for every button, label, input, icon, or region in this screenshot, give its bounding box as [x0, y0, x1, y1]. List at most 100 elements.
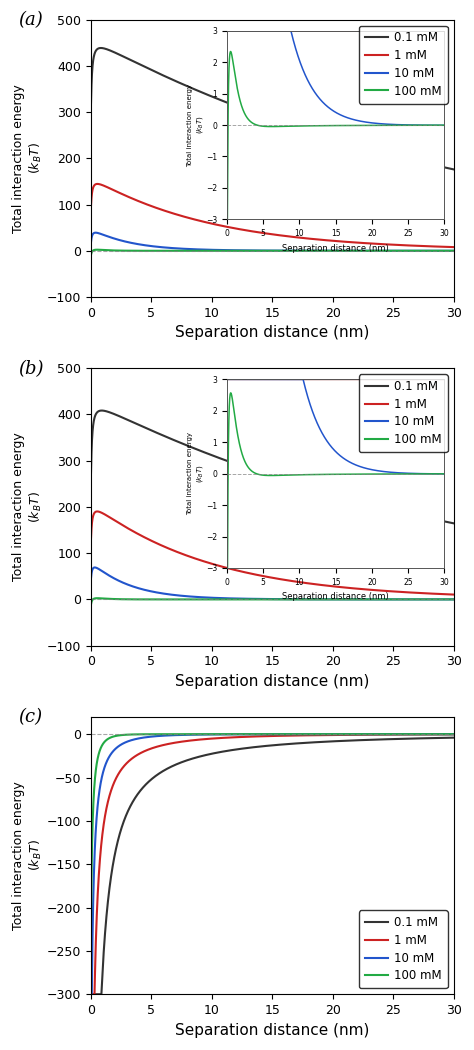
1 mM [129, 752, 135, 764]
100 mM [451, 245, 456, 257]
10 mM [151, 730, 157, 742]
Legend: 0.1 mM, 1 mM, 10 mM, 100 mM: 0.1 mM, 1 mM, 10 mM, 100 mM [359, 25, 447, 104]
1 mM [444, 728, 449, 740]
1 mM [404, 729, 410, 741]
10 mM [227, 728, 233, 740]
10 mM [129, 580, 135, 592]
0.1 mM [151, 425, 157, 438]
1 mM [228, 563, 233, 575]
1 mM [88, 200, 94, 212]
100 mM [243, 245, 249, 257]
1 mM [88, 532, 94, 545]
0.1 mM [405, 152, 410, 165]
10 mM [129, 237, 135, 250]
1 mM [405, 239, 410, 252]
Text: (c): (c) [18, 709, 43, 727]
0.1 mM [88, 97, 94, 109]
100 mM [129, 728, 135, 740]
0.1 mM [227, 744, 233, 757]
1 mM [151, 741, 157, 754]
10 mM [88, 988, 94, 1001]
0.1 mM [243, 742, 248, 755]
100 mM [451, 593, 456, 606]
100 mM [451, 728, 456, 740]
X-axis label: Separation distance (nm): Separation distance (nm) [175, 326, 369, 340]
100 mM [405, 245, 410, 257]
100 mM [88, 249, 94, 261]
0.1 mM [151, 771, 157, 783]
10 mM [151, 240, 157, 253]
100 mM [151, 245, 157, 257]
1 mM [151, 536, 157, 548]
1 mM [94, 505, 100, 518]
10 mM [93, 227, 99, 239]
0.1 mM [98, 42, 104, 55]
100 mM [88, 916, 94, 928]
10 mM [88, 572, 94, 585]
10 mM [129, 734, 135, 747]
Text: (b): (b) [18, 360, 44, 378]
0.1 mM [451, 732, 456, 744]
100 mM [404, 728, 410, 740]
Line: 10 mM: 10 mM [91, 233, 454, 251]
0.1 mM [444, 162, 449, 174]
100 mM [227, 728, 233, 740]
0.1 mM [243, 104, 249, 117]
100 mM [444, 593, 449, 606]
0.1 mM [444, 732, 449, 744]
0.1 mM [129, 416, 135, 428]
10 mM [404, 728, 410, 740]
10 mM [444, 728, 449, 740]
Line: 100 mM: 100 mM [91, 598, 454, 605]
100 mM [228, 593, 233, 606]
100 mM [129, 245, 135, 257]
0.1 mM [99, 404, 105, 417]
0.1 mM [228, 456, 233, 468]
0.1 mM [243, 461, 249, 474]
0.1 mM [88, 466, 94, 479]
0.1 mM [129, 796, 135, 808]
100 mM [243, 593, 249, 606]
Line: 10 mM: 10 mM [91, 567, 454, 600]
1 mM [94, 177, 100, 190]
10 mM [444, 245, 449, 257]
100 mM [243, 728, 248, 740]
0.1 mM [405, 507, 410, 520]
10 mM [451, 593, 456, 606]
0.1 mM [404, 733, 410, 746]
Line: 0.1 mM: 0.1 mM [91, 411, 454, 523]
10 mM [151, 586, 157, 598]
Y-axis label: Total interaction energy
($k_BT$): Total interaction energy ($k_BT$) [12, 433, 44, 582]
Line: 100 mM: 100 mM [91, 250, 454, 255]
X-axis label: Separation distance (nm): Separation distance (nm) [175, 674, 369, 689]
10 mM [451, 245, 456, 257]
X-axis label: Separation distance (nm): Separation distance (nm) [175, 1023, 369, 1037]
1 mM [227, 731, 233, 743]
10 mM [444, 593, 449, 606]
100 mM [444, 245, 449, 257]
0.1 mM [151, 65, 157, 78]
Line: 100 mM: 100 mM [91, 734, 454, 922]
1 mM [129, 192, 135, 205]
10 mM [243, 728, 248, 740]
1 mM [243, 566, 249, 579]
Line: 0.1 mM: 0.1 mM [91, 738, 454, 994]
Line: 1 mM: 1 mM [91, 511, 454, 594]
1 mM [228, 222, 233, 234]
100 mM [94, 592, 100, 605]
100 mM [405, 593, 410, 606]
10 mM [228, 244, 233, 256]
100 mM [228, 245, 233, 257]
Y-axis label: Total interaction energy
($k_BT$): Total interaction energy ($k_BT$) [12, 84, 44, 233]
Y-axis label: Total interaction energy
($k_BT$): Total interaction energy ($k_BT$) [12, 781, 44, 930]
0.1 mM [228, 98, 233, 110]
10 mM [243, 244, 249, 256]
100 mM [129, 593, 135, 606]
100 mM [88, 598, 94, 611]
10 mM [243, 592, 249, 605]
Line: 1 mM: 1 mM [91, 734, 454, 994]
Legend: 0.1 mM, 1 mM, 10 mM, 100 mM: 0.1 mM, 1 mM, 10 mM, 100 mM [359, 910, 447, 988]
100 mM [94, 244, 100, 256]
Line: 1 mM: 1 mM [91, 184, 454, 247]
Legend: 0.1 mM, 1 mM, 10 mM, 100 mM: 0.1 mM, 1 mM, 10 mM, 100 mM [359, 374, 447, 453]
